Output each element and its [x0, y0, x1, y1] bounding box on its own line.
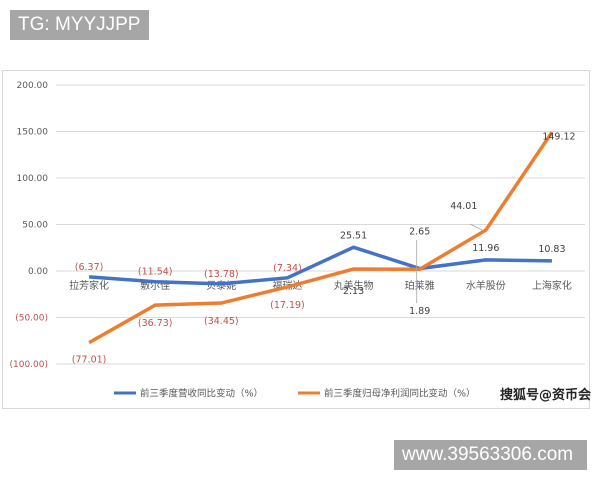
data-label: 2.13: [343, 286, 364, 297]
category-label: 水羊股份: [466, 279, 506, 292]
y-tick-label: 200.00: [17, 81, 49, 91]
website-tag: www.39563306.com: [394, 440, 587, 470]
data-label: (13.78): [204, 269, 239, 280]
data-label: (11.54): [138, 267, 173, 278]
y-tick-label: (50.00): [15, 314, 48, 324]
y-tick-label: 0.00: [28, 267, 48, 277]
data-label: 1.89: [409, 306, 430, 317]
y-tick-label: 150.00: [17, 128, 49, 138]
category-label: 珀莱雅: [405, 279, 435, 292]
data-label: 149.12: [542, 131, 575, 142]
category-label: 丸美生物: [334, 279, 374, 292]
data-label: (34.45): [204, 316, 239, 327]
category-label: 上海家化: [532, 279, 572, 292]
leader-line: [469, 223, 483, 231]
data-label: 10.83: [538, 244, 565, 255]
chart-frame: [2, 70, 590, 409]
data-label: 25.51: [340, 230, 367, 241]
profit-series-line: [88, 131, 554, 345]
data-label: 2.65: [409, 227, 430, 238]
data-label: (7.34): [273, 263, 302, 274]
watermark-text: 搜狐号@资币会: [500, 387, 592, 403]
data-label: 44.01: [450, 201, 477, 212]
data-label: (17.19): [270, 300, 305, 311]
data-label: (77.01): [72, 355, 107, 366]
data-label: 11.96: [472, 243, 499, 254]
revenue-series-line: [88, 245, 552, 286]
data-label: (6.37): [75, 262, 104, 273]
category-label: 拉芳家化: [69, 279, 109, 292]
legend-label-revenue: 前三季度营收同比变动（%）: [140, 388, 263, 400]
legend-label-profit: 前三季度归母净利润同比变动（%）: [324, 388, 476, 400]
data-label: (36.73): [138, 318, 173, 329]
y-tick-label: (100.00): [9, 360, 48, 370]
telegram-tag: TG: MYYJJPP: [10, 10, 149, 40]
y-tick-label: 50.00: [22, 221, 48, 231]
y-tick-label: 100.00: [17, 174, 49, 184]
